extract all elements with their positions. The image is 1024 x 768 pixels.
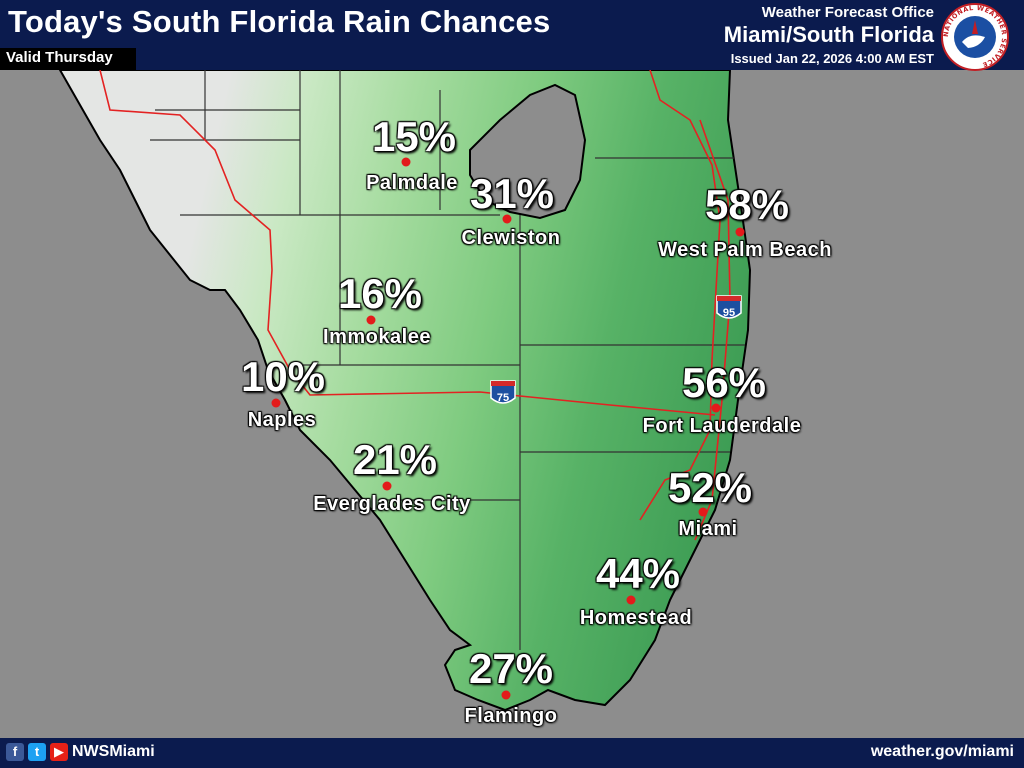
city-dot: [502, 214, 512, 224]
city-dot: [271, 398, 281, 408]
rain-chance: 15%: [371, 113, 457, 160]
facebook-icon[interactable]: f: [6, 743, 24, 761]
interstate-95-shield: 95: [716, 295, 742, 319]
interstate-75-shield: 75: [490, 380, 516, 404]
city-dot: [366, 315, 376, 325]
city-dot: [711, 403, 721, 413]
city-name: West Palm Beach: [658, 239, 832, 261]
city-name: Everglades City: [313, 493, 471, 515]
rain-chance: 31%: [469, 170, 555, 217]
city-dot: [501, 690, 511, 700]
city-dot: [735, 227, 745, 237]
office-label: Weather Forecast Office: [761, 4, 934, 21]
rain-chance: 21%: [352, 436, 438, 483]
rain-chance: 16%: [337, 270, 423, 317]
office-name: Miami/South Florida: [723, 22, 934, 47]
city-dot: [401, 157, 411, 167]
rain-chance: 56%: [681, 359, 767, 406]
twitter-icon[interactable]: t: [28, 743, 46, 761]
city-name: Clewiston: [461, 227, 561, 249]
nws-logo: NATIONAL WEATHER SERVICE: [941, 3, 1009, 71]
rain-chance: 10%: [240, 353, 326, 400]
city-name: Miami: [678, 518, 738, 540]
city-name: Fort Lauderdale: [642, 415, 802, 437]
website-url[interactable]: weather.gov/miami: [870, 743, 1014, 760]
issued-time: Issued Jan 22, 2026 4:00 AM EST: [730, 51, 934, 66]
rain-chance: 27%: [468, 645, 554, 692]
footer-bar: [0, 738, 1024, 768]
city-name: Immokalee: [323, 326, 431, 348]
city-name: Naples: [247, 409, 317, 431]
city-dot: [626, 595, 636, 605]
highways: [99, 70, 731, 541]
svg-text:75: 75: [497, 392, 509, 404]
city-name: Palmdale: [366, 172, 458, 194]
page-title: Today's South Florida Rain Chances: [8, 4, 551, 39]
valid-label: Valid Thursday: [6, 49, 113, 66]
valid-bar: [0, 48, 136, 70]
header-bar: [0, 0, 1024, 70]
youtube-icon[interactable]: ▶: [50, 743, 68, 761]
city-dot: [698, 507, 708, 517]
city-name: Homestead: [579, 607, 693, 629]
lake-okeechobee: [469, 83, 587, 220]
rain-chance: 52%: [667, 464, 753, 511]
city-dot: [382, 481, 392, 491]
rain-chance: 58%: [704, 181, 790, 228]
svg-text:95: 95: [723, 307, 735, 319]
county-boundaries: [150, 70, 745, 650]
social-handle: NWSMiami: [72, 743, 155, 760]
city-name: Flamingo: [464, 705, 558, 727]
rain-chance: 44%: [595, 550, 681, 597]
